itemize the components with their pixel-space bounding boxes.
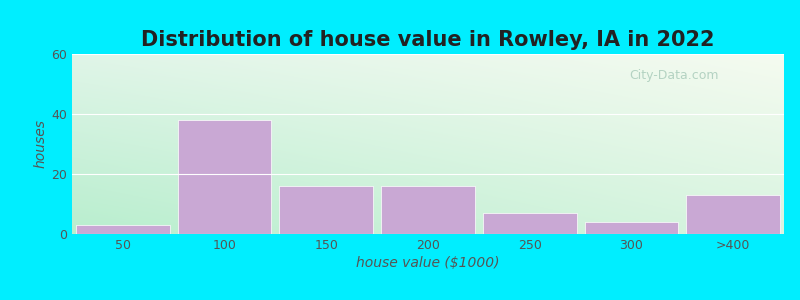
Bar <box>279 186 373 234</box>
X-axis label: house value ($1000): house value ($1000) <box>356 256 500 270</box>
Bar <box>585 222 678 234</box>
Y-axis label: houses: houses <box>33 119 47 169</box>
Text: City-Data.com: City-Data.com <box>629 69 718 82</box>
Bar <box>483 213 577 234</box>
Bar <box>76 225 170 234</box>
Bar <box>382 186 474 234</box>
Bar <box>178 120 271 234</box>
Bar <box>686 195 780 234</box>
Title: Distribution of house value in Rowley, IA in 2022: Distribution of house value in Rowley, I… <box>142 30 714 50</box>
